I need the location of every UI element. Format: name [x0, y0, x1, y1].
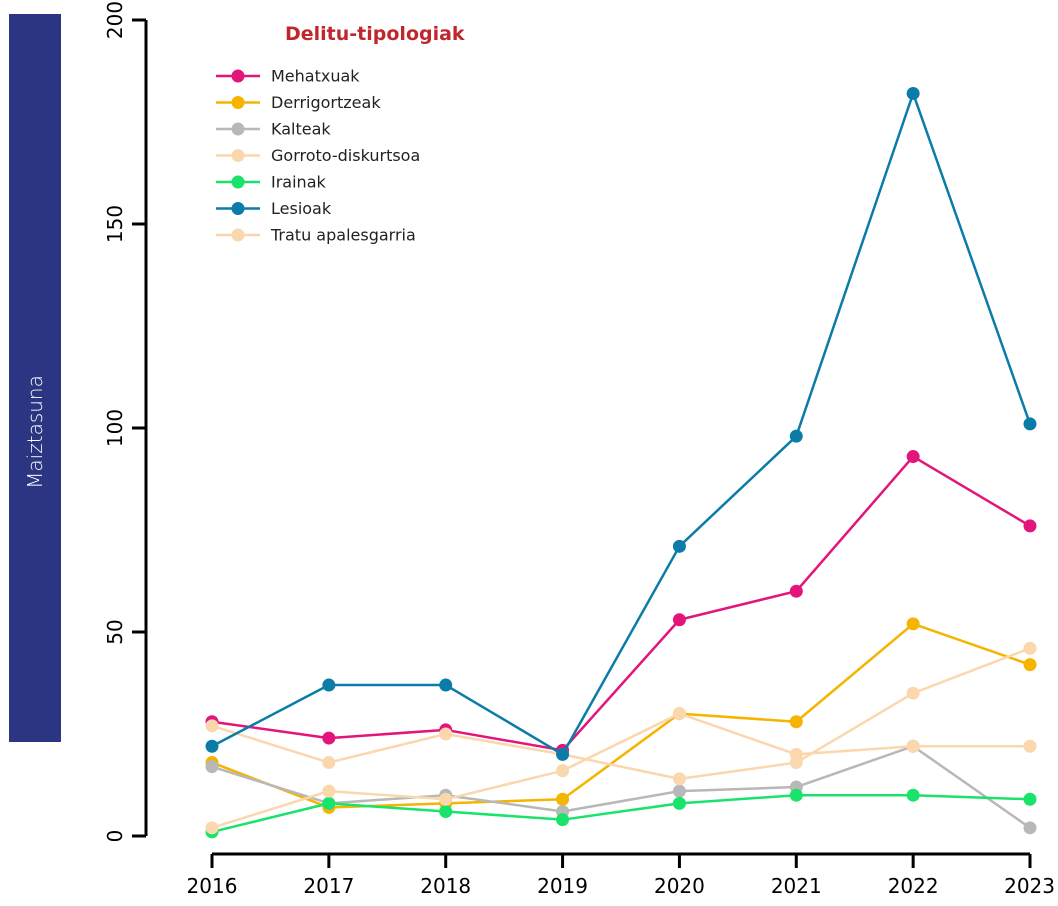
y-tick-label: 0: [103, 830, 127, 843]
series-line: [211, 744, 1031, 829]
data-point: [789, 788, 803, 802]
x-tick-label: 2018: [420, 874, 471, 898]
series-line: [211, 712, 1030, 830]
legend-swatch-marker: [231, 202, 245, 215]
series-line: [211, 455, 1031, 752]
data-point: [205, 821, 219, 835]
legend-label: Lesioak: [271, 199, 332, 218]
data-point: [1023, 658, 1037, 672]
data-point: [1023, 417, 1037, 431]
data-point: [789, 429, 803, 443]
data-point: [906, 686, 920, 700]
y-axis-label-panel: Maiztasuna: [9, 14, 61, 742]
legend-item: Gorroto-diskurtsoa: [216, 146, 420, 165]
series-lesioak: [205, 86, 1037, 761]
data-point: [672, 613, 686, 627]
series-line: [211, 793, 1031, 834]
x-tick-label: 2019: [537, 874, 588, 898]
data-point: [672, 539, 686, 553]
data-point: [906, 450, 920, 464]
x-tick-label: 2020: [654, 874, 705, 898]
legend-label: Derrigortzeak: [271, 93, 381, 112]
series-mehatxuak: [205, 450, 1037, 757]
data-point: [439, 805, 453, 819]
data-point: [1023, 641, 1037, 655]
y-tick-label: 150: [103, 205, 127, 243]
y-tick-label: 200: [103, 1, 127, 39]
data-point: [906, 617, 920, 631]
data-point: [1023, 821, 1037, 835]
legend-swatch-marker: [231, 69, 245, 83]
series-derrigortzeak: [205, 617, 1037, 814]
series-line: [211, 622, 1031, 809]
series-line: [211, 647, 1031, 781]
legend-swatch-marker: [231, 122, 245, 136]
series-line: [211, 92, 1032, 756]
legend-item: Kalteak: [216, 120, 331, 139]
data-point: [556, 764, 570, 778]
data-point: [1023, 519, 1037, 533]
data-point: [906, 739, 920, 753]
x-tick-label: 2017: [303, 874, 354, 898]
data-point: [556, 813, 570, 827]
legend-label: Mehatxuak: [271, 67, 360, 86]
data-point: [439, 727, 453, 741]
x-tick-label: 2016: [187, 874, 238, 898]
legend-item: Tratu apalesgarria: [216, 226, 416, 245]
series-irainak: [205, 788, 1037, 839]
y-tick-label: 100: [103, 409, 127, 447]
x-tick-label: 2023: [1004, 874, 1055, 898]
data-point: [322, 756, 336, 770]
data-point: [322, 678, 336, 692]
data-point: [556, 792, 570, 806]
series-layer: [205, 86, 1037, 839]
data-point: [789, 747, 803, 761]
legend-item: Mehatxuak: [216, 67, 360, 86]
legend-item: Derrigortzeak: [216, 93, 381, 112]
data-point: [906, 788, 920, 802]
data-point: [205, 719, 219, 733]
series-gorroto-diskurtsoa: [205, 641, 1037, 786]
data-point: [789, 584, 803, 598]
legend-swatch-marker: [231, 228, 245, 242]
axes: 0 50 100 150 200 2016 2017 2018 2019 2020 2021 2022…: [103, 1, 1055, 898]
y-tick-label: 50: [103, 619, 127, 644]
legend-swatch-marker: [231, 96, 245, 109]
data-point: [672, 772, 686, 786]
data-point: [322, 784, 336, 798]
legend-swatch-marker: [231, 149, 245, 162]
legend-label: Kalteak: [271, 120, 331, 139]
data-point: [439, 678, 453, 692]
data-point: [906, 86, 920, 100]
data-point: [672, 707, 686, 721]
data-point: [1023, 739, 1037, 753]
data-point: [556, 747, 570, 761]
data-point: [322, 731, 336, 745]
legend-item: Lesioak: [216, 199, 332, 218]
y-axis-label-background: [9, 14, 61, 742]
legend: Delitu-tipologiak Mehatxuak Derrigortzeak…: [216, 23, 465, 245]
data-point: [205, 739, 219, 753]
data-point: [439, 792, 453, 806]
legend-label: Tratu apalesgarria: [270, 226, 416, 245]
legend-label: Irainak: [271, 173, 326, 192]
legend-swatch-marker: [231, 175, 245, 189]
data-point: [1023, 792, 1037, 806]
data-point: [322, 796, 336, 810]
legend-label: Gorroto-diskurtsoa: [271, 146, 420, 165]
x-tick-label: 2022: [888, 874, 939, 898]
legend-title: Delitu-tipologiak: [285, 23, 465, 45]
data-point: [672, 796, 686, 810]
legend-item: Irainak: [216, 173, 326, 192]
data-point: [789, 715, 803, 729]
x-tick-label: 2021: [771, 874, 822, 898]
data-point: [205, 760, 219, 774]
y-axis-label: Maiztasuna: [23, 375, 47, 489]
series-tratu-apalesgarria: [205, 707, 1037, 835]
data-point: [672, 784, 686, 798]
